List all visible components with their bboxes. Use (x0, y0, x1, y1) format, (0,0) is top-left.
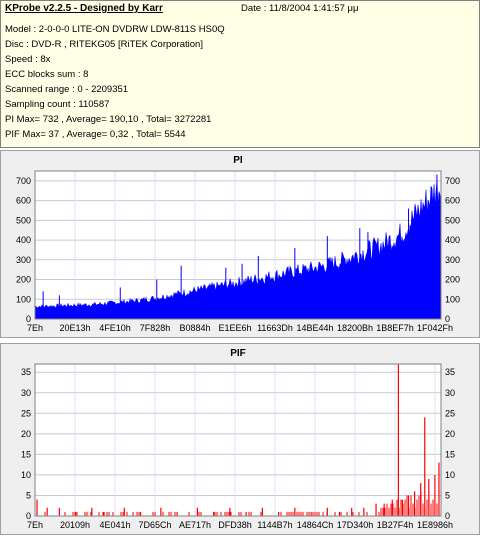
x-tick-label: 17D340h (337, 520, 374, 530)
x-tick-label: 1B8EF7h (376, 323, 414, 333)
x-tick-label: 20E13h (59, 323, 90, 333)
y-tick-label-right: 10 (445, 470, 455, 480)
x-tick-label: 20109h (60, 520, 90, 530)
x-tick-label: 18200Bh (337, 323, 373, 333)
x-tick-label: 14BE44h (296, 323, 333, 333)
y-tick-label-right: 400 (445, 235, 460, 245)
x-tick-label: 4E041h (99, 520, 130, 530)
y-tick-label-left: 400 (16, 235, 31, 245)
y-tick-label-left: 0 (26, 511, 31, 521)
x-tick-label: E1EE6h (218, 323, 251, 333)
info-panel: KProbe v2.2.5 - Designed by Karr Date : … (0, 0, 480, 148)
x-tick-label: 1E8986h (417, 520, 453, 530)
y-tick-label-right: 15 (445, 449, 455, 459)
x-tick-label: 1B27F4h (377, 520, 414, 530)
y-tick-label-left: 700 (16, 176, 31, 186)
plot-frame (34, 363, 442, 517)
x-tick-label: DFD38h (218, 520, 252, 530)
chart-title: PI (233, 155, 243, 166)
y-tick-label-left: 25 (21, 408, 31, 418)
y-tick-label-left: 0 (26, 314, 31, 324)
y-tick-label-left: 500 (16, 215, 31, 225)
y-tick-label-right: 100 (445, 294, 460, 304)
range-info: Scanned range : 0 - 2209351 (5, 84, 129, 95)
pi-series-area (34, 179, 442, 320)
x-tick-label: 11663Dh (257, 323, 293, 333)
ecc-info: ECC blocks sum : 8 (5, 69, 89, 80)
y-tick-label-left: 10 (21, 470, 31, 480)
y-tick-label-right: 0 (445, 314, 450, 324)
chart-title: PIF (230, 348, 246, 359)
y-tick-label-right: 500 (445, 215, 460, 225)
y-tick-label-left: 100 (16, 294, 31, 304)
x-tick-label: 7F828h (140, 323, 171, 333)
y-tick-label-left: 35 (21, 367, 31, 377)
sampling-info: Sampling count : 110587 (5, 99, 110, 110)
y-tick-label-right: 5 (445, 490, 450, 500)
app-title: KProbe v2.2.5 - Designed by Karr (5, 3, 163, 14)
disc-info: Disc : DVD-R , RITEKG05 [RiTEK Corporati… (5, 39, 203, 50)
x-tick-label: AE717h (179, 520, 211, 530)
y-tick-label-left: 200 (16, 275, 31, 285)
y-tick-label-left: 30 (21, 388, 31, 398)
y-tick-label-right: 25 (445, 408, 455, 418)
plot-area (34, 363, 442, 517)
x-tick-label: 14864Ch (297, 520, 334, 530)
y-tick-label-left: 300 (16, 255, 31, 265)
plot-frame (34, 170, 442, 320)
x-tick-label: B0884h (179, 323, 210, 333)
pif-chart-panel: PIF 0 0 5 5 10 10 15 15 20 20 25 25 30 30 35 35 7Eh 20109h… (0, 343, 480, 535)
pif-chart: PIF 0 0 5 5 10 10 15 15 20 20 25 25 30 30 35 35 7Eh 20109h… (21, 348, 455, 530)
x-tick-label: 4FE10h (99, 323, 131, 333)
x-tick-label: 1F042Fh (417, 323, 453, 333)
x-tick-label: 7Eh (27, 520, 43, 530)
scan-date: Date : 11/8/2004 1:41:57 μμ (241, 3, 359, 14)
pif-summary: PIF Max= 37 , Average= 0,32 , Total= 554… (5, 129, 186, 140)
y-tick-label-right: 700 (445, 176, 460, 186)
y-tick-label-left: 600 (16, 196, 31, 206)
pi-summary: PI Max= 732 , Average= 190,10 , Total= 3… (5, 114, 212, 125)
y-tick-label-right: 30 (445, 388, 455, 398)
y-tick-label-left: 15 (21, 449, 31, 459)
x-tick-label: 1144B7h (257, 520, 292, 530)
y-tick-label-left: 5 (26, 490, 31, 500)
x-tick-label: 7Eh (27, 323, 43, 333)
y-tick-label-right: 300 (445, 255, 460, 265)
y-tick-label-right: 0 (445, 511, 450, 521)
y-tick-label-left: 20 (21, 429, 31, 439)
y-tick-label-right: 600 (445, 196, 460, 206)
pi-chart-panel: PI 0 0 100 100 200 200 300 300 400 400 500 500 600 600… (0, 150, 480, 338)
model-info: Model : 2-0-0-0 LITE-ON DVDRW LDW-811S H… (5, 24, 225, 35)
y-tick-label-right: 20 (445, 429, 455, 439)
x-tick-label: 7D65Ch (138, 520, 171, 530)
y-tick-label-right: 35 (445, 367, 455, 377)
pi-chart: PI 0 0 100 100 200 200 300 300 400 400 500 500 600 600… (16, 155, 460, 333)
speed-info: Speed : 8x (5, 54, 51, 65)
y-tick-label-right: 200 (445, 275, 460, 285)
